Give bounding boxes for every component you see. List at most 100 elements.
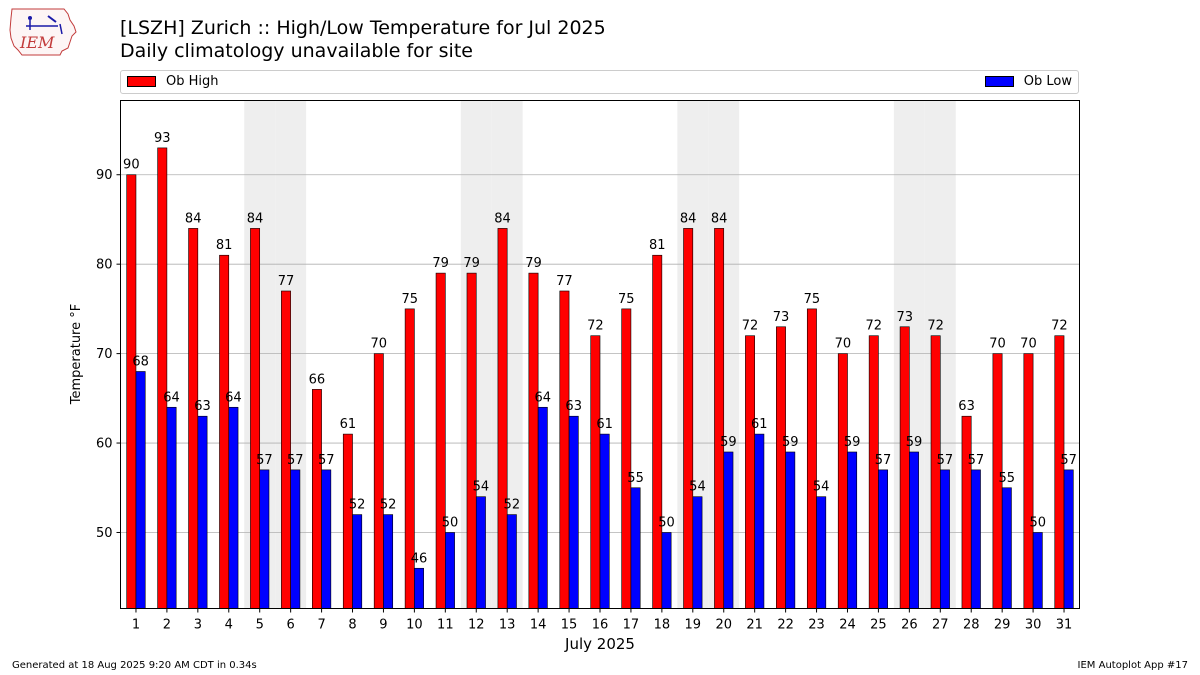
bar-low-6 bbox=[290, 469, 301, 609]
x-tick-label-9: 9 bbox=[379, 618, 387, 633]
footer-generated: Generated at 18 Aug 2025 9:20 AM CDT in … bbox=[12, 660, 257, 671]
data-label-high-5: 84 bbox=[247, 211, 264, 226]
bar-low-1 bbox=[135, 371, 146, 609]
bar-high-25 bbox=[868, 335, 879, 609]
x-tick-label-2: 2 bbox=[163, 618, 171, 633]
chart-title: [LSZH] Zurich :: High/Low Temperature fo… bbox=[120, 17, 606, 39]
bar-high-4 bbox=[219, 254, 230, 609]
bar-high-24 bbox=[837, 353, 848, 609]
legend-swatch-high bbox=[127, 76, 156, 87]
bar-low-27 bbox=[939, 469, 950, 609]
bar-low-9 bbox=[383, 514, 394, 609]
weekend-band-19 bbox=[677, 100, 709, 609]
data-label-high-1: 90 bbox=[123, 158, 140, 173]
data-label-low-29: 55 bbox=[999, 471, 1016, 486]
data-label-high-12: 79 bbox=[463, 256, 480, 271]
x-tick-label-6: 6 bbox=[287, 618, 295, 633]
bar-low-26 bbox=[909, 451, 919, 609]
bar-high-3 bbox=[188, 228, 199, 609]
chart-subtitle: Daily climatology unavailable for site bbox=[120, 40, 473, 62]
data-label-low-8: 52 bbox=[349, 498, 366, 513]
bar-low-10 bbox=[414, 567, 424, 609]
data-label-high-16: 72 bbox=[587, 319, 604, 334]
data-label-high-8: 61 bbox=[340, 417, 357, 432]
data-label-high-11: 79 bbox=[432, 256, 449, 271]
data-label-high-17: 75 bbox=[618, 292, 635, 307]
bar-low-29 bbox=[1001, 487, 1012, 609]
x-tick-label-31: 31 bbox=[1056, 618, 1073, 633]
x-tick-label-12: 12 bbox=[468, 618, 485, 633]
bar-high-23 bbox=[806, 308, 817, 609]
data-label-low-13: 52 bbox=[504, 498, 521, 513]
data-label-high-30: 70 bbox=[1020, 337, 1037, 352]
bar-high-11 bbox=[435, 272, 446, 609]
weekend-band-5 bbox=[244, 100, 276, 609]
bar-low-25 bbox=[878, 469, 889, 609]
bar-high-26 bbox=[899, 326, 910, 609]
bar-high-1 bbox=[126, 174, 137, 609]
bar-low-17 bbox=[630, 487, 641, 609]
bar-low-15 bbox=[568, 415, 579, 609]
x-tick-label-24: 24 bbox=[839, 618, 856, 633]
bar-high-20 bbox=[714, 228, 725, 609]
bar-high-16 bbox=[590, 335, 601, 609]
data-label-low-31: 57 bbox=[1060, 453, 1077, 468]
bar-high-2 bbox=[157, 147, 168, 609]
x-tick-label-19: 19 bbox=[685, 618, 702, 633]
data-label-high-6: 77 bbox=[278, 274, 295, 289]
x-tick-label-16: 16 bbox=[592, 618, 609, 633]
bar-high-19 bbox=[683, 228, 694, 609]
bar-high-21 bbox=[745, 335, 755, 609]
data-label-high-2: 93 bbox=[154, 131, 171, 146]
bar-low-19 bbox=[692, 496, 703, 609]
x-tick-label-23: 23 bbox=[808, 618, 825, 633]
x-tick-label-8: 8 bbox=[348, 618, 356, 633]
x-tick-label-11: 11 bbox=[437, 618, 454, 633]
data-label-low-23: 54 bbox=[813, 480, 830, 495]
bar-high-31 bbox=[1054, 335, 1065, 609]
x-tick-label-22: 22 bbox=[777, 618, 794, 633]
x-tick-label-5: 5 bbox=[256, 618, 264, 633]
plot-frame bbox=[120, 100, 1080, 609]
bars bbox=[126, 147, 1074, 609]
data-label-low-27: 57 bbox=[937, 453, 954, 468]
data-label-high-29: 70 bbox=[989, 337, 1006, 352]
data-label-high-28: 63 bbox=[958, 399, 975, 414]
bar-high-29 bbox=[992, 353, 1003, 609]
x-tick-label-14: 14 bbox=[530, 618, 547, 633]
data-labels: 90 68 93 64 84 63 81 64 84 57 77 57 66 57 61 52 70 52 75 46… bbox=[123, 131, 1077, 566]
x-tick-label-13: 13 bbox=[499, 618, 516, 633]
legend-label-low: Ob Low bbox=[1023, 74, 1072, 89]
bar-low-2 bbox=[166, 406, 177, 609]
data-label-low-10: 46 bbox=[411, 551, 428, 566]
data-label-high-19: 84 bbox=[680, 211, 697, 226]
bar-high-30 bbox=[1023, 353, 1034, 609]
bar-low-28 bbox=[970, 469, 981, 609]
legend-item-high: Ob High bbox=[127, 74, 219, 89]
data-label-low-3: 63 bbox=[194, 399, 211, 414]
bar-low-14 bbox=[537, 406, 548, 609]
x-tick-label-3: 3 bbox=[194, 618, 202, 633]
data-label-low-5: 57 bbox=[256, 453, 273, 468]
bar-low-31 bbox=[1063, 469, 1074, 609]
bar-low-18 bbox=[661, 532, 672, 609]
y-tick-label-60: 60 bbox=[96, 437, 113, 452]
data-label-low-21: 61 bbox=[751, 417, 768, 432]
data-label-low-18: 50 bbox=[658, 515, 675, 530]
data-label-low-1: 68 bbox=[132, 354, 149, 369]
x-tick-label-10: 10 bbox=[406, 618, 423, 633]
legend-label-high: Ob High bbox=[166, 74, 219, 89]
bar-low-4 bbox=[228, 406, 239, 609]
weekend-band-12 bbox=[460, 100, 492, 609]
bar-high-10 bbox=[404, 308, 415, 609]
weekend-band-20 bbox=[708, 100, 740, 609]
bar-low-16 bbox=[599, 433, 610, 609]
x-tick-label-27: 27 bbox=[932, 618, 949, 633]
weekend-band-26 bbox=[893, 100, 925, 609]
weekend-bands bbox=[244, 100, 956, 609]
data-label-low-11: 50 bbox=[442, 515, 459, 530]
y-tick-label-70: 70 bbox=[96, 347, 113, 362]
bar-low-21 bbox=[754, 433, 765, 609]
data-label-low-25: 57 bbox=[875, 453, 892, 468]
